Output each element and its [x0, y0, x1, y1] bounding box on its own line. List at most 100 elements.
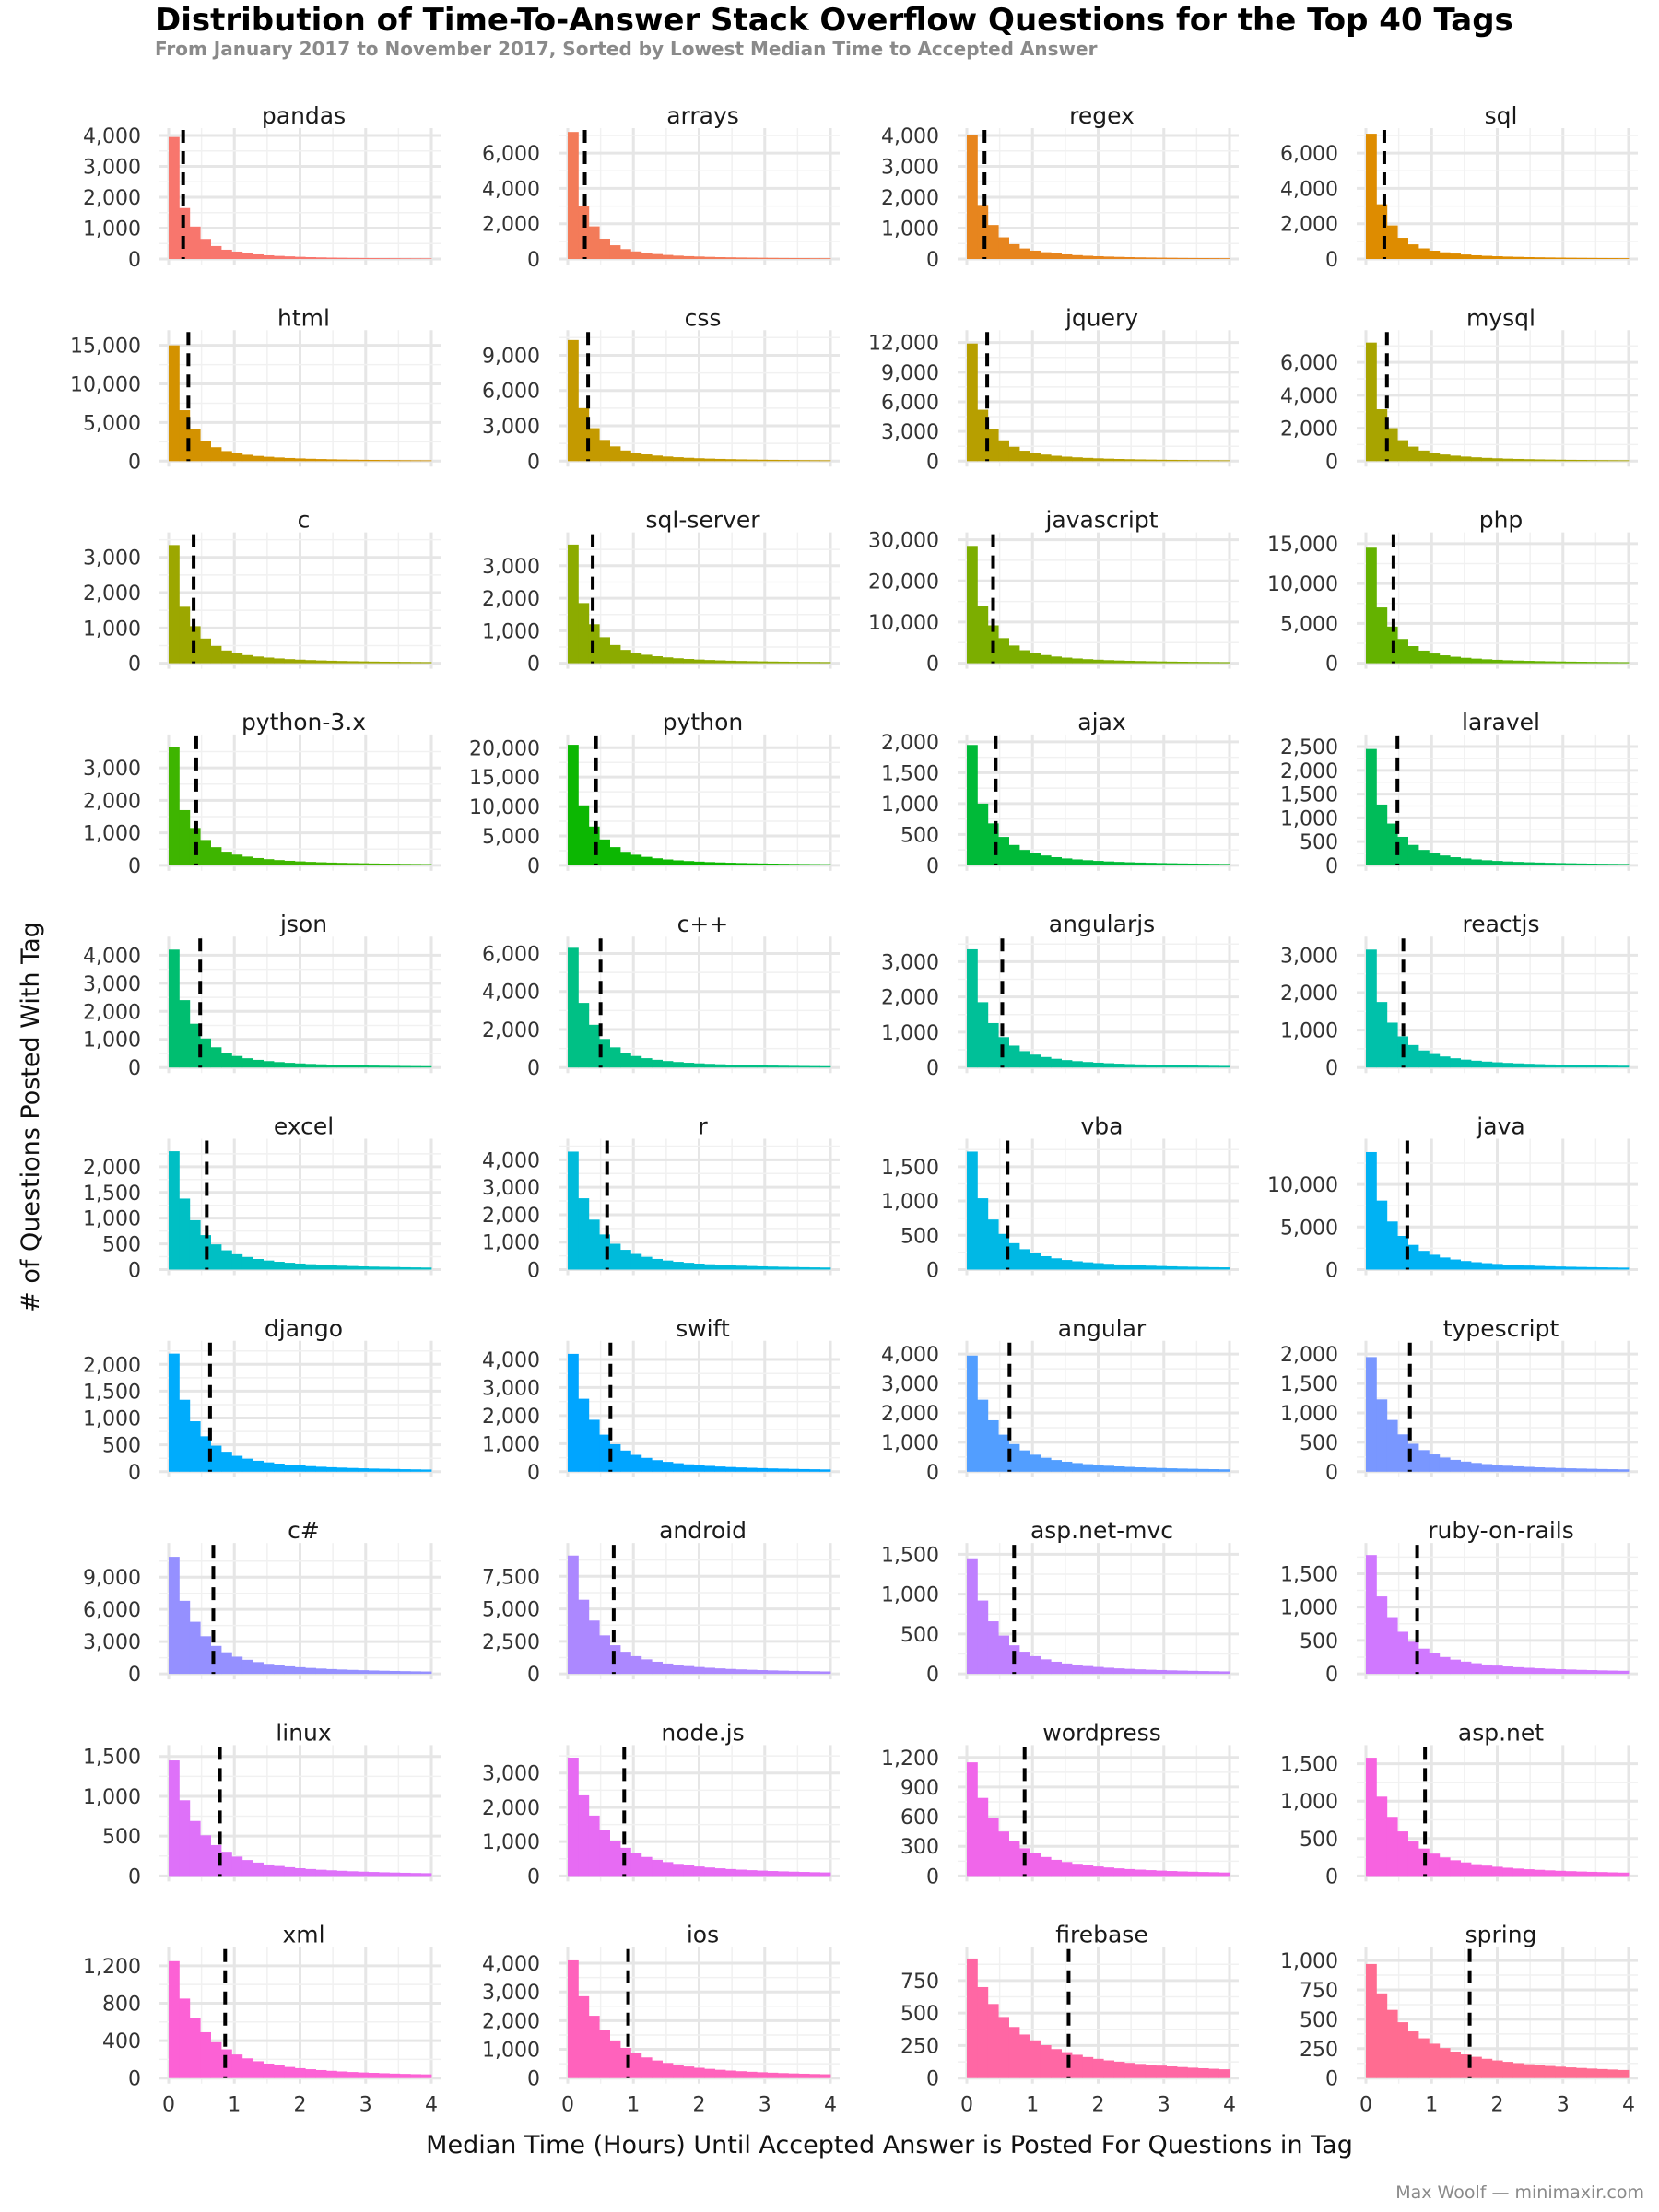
histogram-bar	[1397, 836, 1408, 865]
histogram-bar	[1576, 662, 1587, 664]
histogram-bar	[673, 255, 684, 259]
facet-arrays: arrays 0 2,000 4,000 6,000	[482, 102, 840, 272]
histogram-bar	[1030, 250, 1041, 259]
facet-title: javascript	[1044, 507, 1158, 534]
histogram-bar	[1607, 258, 1618, 259]
histogram-bar	[757, 661, 768, 664]
histogram-bar	[599, 2030, 610, 2078]
histogram-bar	[578, 1398, 590, 1472]
histogram-bar	[358, 1468, 369, 1472]
y-tick-label: 1,000	[881, 794, 939, 817]
histogram-bar	[609, 847, 621, 865]
histogram-bar	[568, 132, 579, 259]
histogram-bar	[1618, 864, 1630, 865]
histogram-bar	[294, 861, 306, 865]
histogram-bar	[1082, 1262, 1094, 1270]
y-tick-label: 1,000	[881, 1022, 939, 1045]
histogram-bar	[798, 258, 810, 259]
histogram-bar	[725, 1668, 736, 1675]
histogram-bar	[1576, 1266, 1587, 1270]
histogram-bar	[967, 1355, 978, 1472]
y-tick-label: 0	[1325, 451, 1338, 474]
histogram-bar	[1072, 2054, 1083, 2078]
histogram-bar	[798, 2073, 810, 2078]
histogram-bar	[210, 1645, 222, 1675]
histogram-bar	[620, 249, 631, 259]
histogram-bar	[652, 858, 663, 865]
histogram-bar	[652, 1258, 663, 1270]
histogram-bar	[662, 1462, 674, 1472]
histogram-bar	[1471, 1663, 1482, 1675]
histogram-bar	[1156, 459, 1167, 462]
x-tick-label: 0	[162, 2094, 175, 2117]
histogram-bar	[1008, 446, 1020, 462]
histogram-bar	[221, 1852, 232, 1877]
histogram-bar	[788, 257, 800, 259]
histogram-bar	[253, 455, 264, 462]
histogram-bar	[1450, 1459, 1461, 1472]
histogram-bar	[1218, 460, 1230, 462]
histogram-bar	[788, 1670, 800, 1675]
histogram-bar	[1460, 858, 1472, 865]
histogram-bar	[1166, 2066, 1178, 2078]
y-tick-label: 2,000	[881, 1403, 939, 1426]
histogram-bar	[1135, 862, 1147, 865]
histogram-bar	[274, 457, 285, 462]
histogram-bar	[1061, 1060, 1073, 1068]
histogram-bar	[1386, 1419, 1398, 1472]
histogram-bar	[210, 1047, 222, 1068]
y-tick-label: 1,500	[83, 1182, 141, 1206]
facet-wordpress: wordpress 0 300 600 900 1,200	[881, 1719, 1239, 1888]
facet-title: pandas	[262, 102, 346, 129]
y-tick-label: 500	[102, 1234, 141, 1257]
y-tick-label: 0	[128, 1057, 141, 1080]
x-tick-label: 0	[960, 2094, 973, 2117]
histogram-bar	[620, 2047, 631, 2078]
histogram-bar	[1481, 2058, 1493, 2078]
histogram-bar	[620, 1652, 631, 1675]
histogram-bar	[1596, 1065, 1608, 1068]
histogram-bar	[284, 1665, 296, 1675]
y-tick-label: 0	[926, 1664, 939, 1687]
y-tick-label: 4,000	[83, 125, 141, 148]
histogram-bar	[358, 863, 369, 865]
histogram-bar	[179, 1000, 191, 1068]
y-tick-label: 5,000	[1280, 613, 1338, 636]
y-tick-label: 3,000	[83, 547, 141, 571]
y-tick-label: 1,500	[83, 1381, 141, 1404]
histogram-bar	[1471, 1262, 1482, 1270]
histogram-bar	[746, 459, 758, 462]
histogram-bar	[1407, 1641, 1419, 1675]
histogram-bar	[641, 1058, 653, 1068]
facet-title: python	[663, 709, 743, 735]
x-tick-label: 0	[561, 2094, 574, 2117]
histogram-bar	[368, 1670, 380, 1675]
histogram-bar	[693, 1063, 705, 1068]
histogram-bar	[1429, 453, 1441, 462]
histogram-bar	[1397, 1235, 1408, 1270]
histogram-bar	[809, 1671, 820, 1675]
histogram-bar	[725, 660, 736, 664]
y-tick-label: 0	[527, 1260, 540, 1283]
histogram-bar	[809, 460, 820, 462]
histogram-bar	[1040, 1255, 1052, 1270]
histogram-bar	[1460, 456, 1472, 462]
histogram-bar	[358, 1265, 369, 1270]
histogram-bar	[410, 2074, 421, 2078]
histogram-bar	[1471, 859, 1482, 865]
histogram-bar	[294, 1465, 306, 1472]
histogram-bar	[326, 459, 337, 462]
histogram-bar	[1208, 1469, 1219, 1472]
histogram-bar	[578, 1794, 590, 1877]
histogram-bar	[241, 1659, 253, 1675]
histogram-bar	[1524, 459, 1535, 462]
histogram-bar	[326, 1668, 337, 1675]
y-tick-label: 3,000	[482, 556, 540, 579]
histogram-bar	[231, 1856, 243, 1877]
histogram-bar	[630, 1055, 642, 1068]
facet-title: excel	[274, 1113, 334, 1140]
histogram-bar	[315, 1064, 327, 1068]
histogram-bar	[1555, 2066, 1566, 2078]
histogram-bar	[683, 1665, 695, 1675]
histogram-bar	[315, 1668, 327, 1675]
